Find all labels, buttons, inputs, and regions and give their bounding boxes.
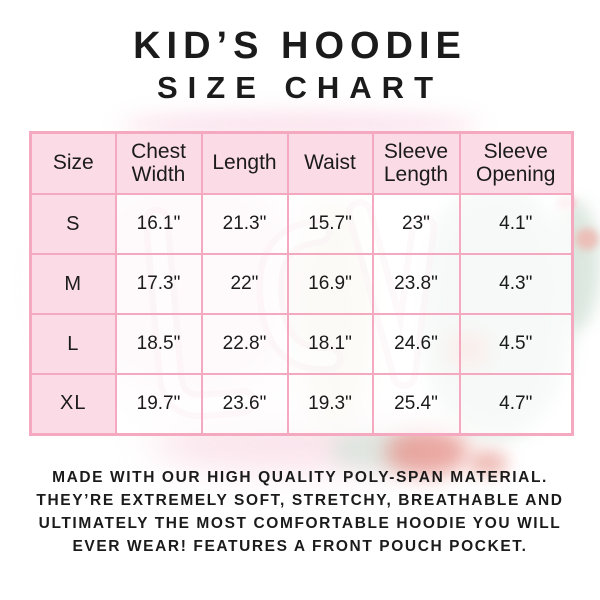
title-chart-label: SIZE CHART — [157, 69, 443, 105]
table-cell: 22" — [200, 253, 289, 315]
table-cell: 4.5" — [458, 313, 574, 375]
table-row-s: S 16.1" 21.3" 15.7" 23" 4.1" — [29, 193, 574, 255]
table-cell: 17.3" — [114, 253, 203, 315]
column-header-chest-width: Chest Width — [114, 131, 203, 195]
table-cell: 23" — [371, 193, 461, 255]
description-line: ULTIMATELY THE MOST COMFORTABLE HOODIE Y… — [38, 515, 562, 532]
table-cell: 21.3" — [200, 193, 289, 255]
product-description: MADE WITH OUR HIGH QUALITY POLY-SPAN MAT… — [20, 466, 580, 558]
watermark-flower — [468, 450, 508, 476]
table-cell: 19.7" — [114, 373, 203, 435]
table-cell: 22.8" — [200, 313, 289, 375]
table-cell: 23.6" — [200, 373, 289, 435]
column-header-sleeve-opening: Sleeve Opening — [458, 131, 574, 195]
row-label-size: S — [29, 193, 117, 255]
watermark-flower — [385, 428, 469, 476]
table-cell: 24.6" — [371, 313, 461, 375]
table-cell: 4.7" — [458, 373, 574, 435]
column-header-length: Length — [200, 131, 289, 195]
table-cell: 16.9" — [286, 253, 374, 315]
table-row-l: L 18.5" 22.8" 18.1" 24.6" 4.5" — [29, 313, 574, 375]
watermark-flower — [575, 228, 599, 250]
table-row-xl: XL 19.7" 23.6" 19.3" 25.4" 4.7" — [29, 373, 574, 435]
row-label-size: L — [29, 313, 117, 375]
description-line: MADE WITH OUR HIGH QUALITY POLY-SPAN MAT… — [52, 469, 548, 486]
header-row: Size Chest Width Length Waist Sleeve Len… — [29, 131, 574, 195]
page-title: KID’S HOODIE SIZE CHART — [0, 24, 600, 105]
row-label-size: XL — [29, 373, 117, 435]
table-cell: 4.1" — [458, 193, 574, 255]
row-label-size: M — [29, 253, 117, 315]
column-header-size: Size — [29, 131, 117, 195]
description-line: THEY’RE EXTREMELY SOFT, STRETCHY, BREATH… — [36, 492, 564, 509]
table-cell: 16.1" — [114, 193, 203, 255]
table-cell: 18.1" — [286, 313, 374, 375]
table-cell: 25.4" — [371, 373, 461, 435]
table-cell: 15.7" — [286, 193, 374, 255]
table-cell: 18.5" — [114, 313, 203, 375]
table-cell: 4.3" — [458, 253, 574, 315]
size-chart-table: Size Chest Width Length Waist Sleeve Len… — [29, 131, 574, 436]
title-product-name: KID’S HOODIE — [133, 25, 467, 67]
table-cell: 23.8" — [371, 253, 461, 315]
description-line: EVER WEAR! FEATURES A FRONT POUCH POCKET… — [72, 538, 528, 555]
column-header-waist: Waist — [286, 131, 374, 195]
table-row-m: M 17.3" 22" 16.9" 23.8" 4.3" — [29, 253, 574, 315]
table-cell: 19.3" — [286, 373, 374, 435]
column-header-sleeve-length: Sleeve Length — [371, 131, 461, 195]
